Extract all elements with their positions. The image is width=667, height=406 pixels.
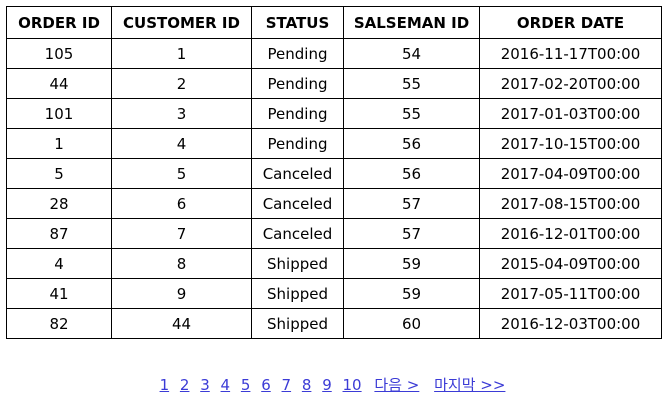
page-link-5[interactable]: 5 [240, 376, 251, 394]
cell-customer-id: 3 [111, 98, 252, 129]
cell-status: Shipped [251, 248, 344, 279]
cell-customer-id: 1 [111, 38, 252, 69]
cell-order-id: 1 [6, 128, 112, 159]
cell-order-id: 87 [6, 218, 112, 249]
next-page-link[interactable]: 다음 > [374, 376, 420, 394]
cell-salesman-id: 60 [343, 308, 480, 339]
page-link-6[interactable]: 6 [261, 376, 271, 394]
cell-order-date: 2015-04-09T00:00 [479, 248, 662, 279]
table-row: 4 8 Shipped 59 2015-04-09T00:00 [6, 248, 662, 279]
cell-status: Shipped [251, 278, 344, 309]
cell-customer-id: 44 [111, 308, 252, 339]
page-link-8[interactable]: 8 [301, 376, 312, 394]
page-link-3[interactable]: 3 [200, 376, 210, 394]
cell-order-date: 2016-12-01T00:00 [479, 218, 662, 249]
cell-status: Pending [251, 68, 344, 99]
table-row: 101 3 Pending 55 2017-01-03T00:00 [6, 98, 662, 129]
page-link-2[interactable]: 2 [179, 376, 190, 394]
last-page-link[interactable]: 마지막 >> [434, 376, 506, 394]
cell-order-id: 105 [6, 38, 112, 69]
cell-order-date: 2017-01-03T00:00 [479, 98, 662, 129]
table-row: 41 9 Shipped 59 2017-05-11T00:00 [6, 278, 662, 309]
header-order-date: ORDER DATE [479, 6, 662, 39]
cell-salesman-id: 54 [343, 38, 480, 69]
cell-status: Pending [251, 128, 344, 159]
cell-customer-id: 8 [111, 248, 252, 279]
cell-salesman-id: 57 [343, 188, 480, 219]
cell-order-id: 44 [6, 68, 112, 99]
header-status: STATUS [251, 6, 344, 39]
cell-salesman-id: 55 [343, 98, 480, 129]
cell-salesman-id: 56 [343, 128, 480, 159]
table-row: 1 4 Pending 56 2017-10-15T00:00 [6, 128, 662, 159]
cell-order-date: 2016-12-03T00:00 [479, 308, 662, 339]
cell-order-date: 2016-11-17T00:00 [479, 38, 662, 69]
cell-salesman-id: 56 [343, 158, 480, 189]
cell-salesman-id: 55 [343, 68, 480, 99]
cell-salesman-id: 59 [343, 248, 480, 279]
cell-order-date: 2017-08-15T00:00 [479, 188, 662, 219]
cell-customer-id: 5 [111, 158, 252, 189]
cell-order-date: 2017-02-20T00:00 [479, 68, 662, 99]
header-customer-id: CUSTOMER ID [111, 6, 252, 39]
header-salesman-id: SALSEMAN ID [343, 6, 480, 39]
cell-order-id: 28 [6, 188, 112, 219]
cell-status: Pending [251, 98, 344, 129]
table-row: 105 1 Pending 54 2016-11-17T00:00 [6, 38, 662, 69]
table-row: 28 6 Canceled 57 2017-08-15T00:00 [6, 188, 662, 219]
table-row: 87 7 Canceled 57 2016-12-01T00:00 [6, 218, 662, 249]
cell-salesman-id: 57 [343, 218, 480, 249]
cell-customer-id: 7 [111, 218, 252, 249]
table-header-row: ORDER ID CUSTOMER ID STATUS SALSEMAN ID … [6, 6, 662, 39]
cell-order-id: 4 [6, 248, 112, 279]
cell-order-date: 2017-10-15T00:00 [479, 128, 662, 159]
cell-order-id: 5 [6, 158, 112, 189]
pagination: 1 2 3 4 5 6 7 8 9 10 다음 > 마지막 >> [0, 374, 667, 395]
cell-status: Pending [251, 38, 344, 69]
cell-customer-id: 4 [111, 128, 252, 159]
cell-customer-id: 2 [111, 68, 252, 99]
page-link-7[interactable]: 7 [281, 376, 292, 394]
page-link-9[interactable]: 9 [322, 376, 332, 394]
cell-status: Canceled [251, 158, 344, 189]
cell-salesman-id: 59 [343, 278, 480, 309]
cell-order-id: 101 [6, 98, 112, 129]
table-row: 44 2 Pending 55 2017-02-20T00:00 [6, 68, 662, 99]
cell-order-date: 2017-04-09T00:00 [479, 158, 662, 189]
cell-customer-id: 9 [111, 278, 252, 309]
cell-order-id: 41 [6, 278, 112, 309]
cell-status: Canceled [251, 188, 344, 219]
cell-order-date: 2017-05-11T00:00 [479, 278, 662, 309]
cell-status: Shipped [251, 308, 344, 339]
orders-table: ORDER ID CUSTOMER ID STATUS SALSEMAN ID … [6, 6, 662, 339]
header-order-id: ORDER ID [6, 6, 112, 39]
table-row: 5 5 Canceled 56 2017-04-09T00:00 [6, 158, 662, 189]
page-link-10[interactable]: 10 [342, 376, 362, 394]
cell-status: Canceled [251, 218, 344, 249]
cell-order-id: 82 [6, 308, 112, 339]
page-link-1[interactable]: 1 [159, 376, 170, 394]
page-link-4[interactable]: 4 [220, 376, 231, 394]
cell-customer-id: 6 [111, 188, 252, 219]
table-row: 82 44 Shipped 60 2016-12-03T00:00 [6, 308, 662, 339]
